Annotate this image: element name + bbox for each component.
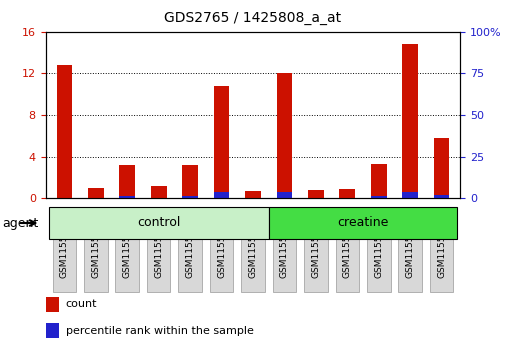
Text: count: count bbox=[66, 299, 97, 309]
FancyBboxPatch shape bbox=[210, 208, 233, 292]
Bar bbox=[268, 207, 457, 239]
Text: GSM115537: GSM115537 bbox=[217, 223, 226, 278]
FancyBboxPatch shape bbox=[272, 208, 295, 292]
FancyBboxPatch shape bbox=[397, 208, 421, 292]
Text: GSM115532: GSM115532 bbox=[60, 223, 69, 278]
Bar bbox=[182, 165, 197, 198]
Text: GSM115538: GSM115538 bbox=[248, 223, 257, 278]
Text: control: control bbox=[137, 216, 180, 229]
Bar bbox=[370, 196, 386, 198]
FancyBboxPatch shape bbox=[241, 208, 264, 292]
Bar bbox=[370, 164, 386, 198]
FancyBboxPatch shape bbox=[146, 208, 170, 292]
Text: agent: agent bbox=[3, 217, 39, 229]
Bar bbox=[401, 44, 417, 198]
Bar bbox=[119, 165, 135, 198]
Text: GDS2765 / 1425808_a_at: GDS2765 / 1425808_a_at bbox=[164, 11, 341, 25]
FancyBboxPatch shape bbox=[115, 208, 139, 292]
Text: GSM115533: GSM115533 bbox=[91, 223, 100, 278]
Text: GSM115536: GSM115536 bbox=[185, 223, 194, 278]
Bar bbox=[182, 196, 197, 198]
Text: GSM115527: GSM115527 bbox=[311, 223, 320, 278]
Text: GSM115534: GSM115534 bbox=[123, 223, 131, 278]
FancyBboxPatch shape bbox=[84, 208, 108, 292]
Bar bbox=[213, 86, 229, 198]
Bar bbox=[433, 195, 448, 198]
FancyBboxPatch shape bbox=[366, 208, 390, 292]
FancyBboxPatch shape bbox=[304, 208, 327, 292]
Text: GSM115531: GSM115531 bbox=[436, 223, 445, 278]
Text: GSM115530: GSM115530 bbox=[405, 223, 414, 278]
Bar bbox=[213, 192, 229, 198]
Text: GSM115526: GSM115526 bbox=[279, 223, 288, 278]
Bar bbox=[57, 65, 72, 198]
Bar bbox=[45, 297, 59, 312]
Bar bbox=[244, 191, 261, 198]
Bar bbox=[276, 192, 292, 198]
Bar bbox=[308, 190, 323, 198]
Bar bbox=[45, 323, 59, 338]
Text: GSM115528: GSM115528 bbox=[342, 223, 351, 278]
Bar bbox=[88, 188, 104, 198]
Bar bbox=[150, 186, 166, 198]
Text: GSM115535: GSM115535 bbox=[154, 223, 163, 278]
Bar bbox=[401, 192, 417, 198]
Bar bbox=[433, 138, 448, 198]
Text: GSM115529: GSM115529 bbox=[374, 223, 382, 278]
FancyBboxPatch shape bbox=[53, 208, 76, 292]
FancyBboxPatch shape bbox=[335, 208, 359, 292]
Text: creatine: creatine bbox=[337, 216, 388, 229]
FancyBboxPatch shape bbox=[178, 208, 201, 292]
Bar bbox=[276, 74, 292, 198]
Bar bbox=[48, 207, 268, 239]
Text: percentile rank within the sample: percentile rank within the sample bbox=[66, 326, 253, 336]
FancyBboxPatch shape bbox=[429, 208, 452, 292]
Bar bbox=[339, 189, 355, 198]
Bar bbox=[119, 196, 135, 198]
